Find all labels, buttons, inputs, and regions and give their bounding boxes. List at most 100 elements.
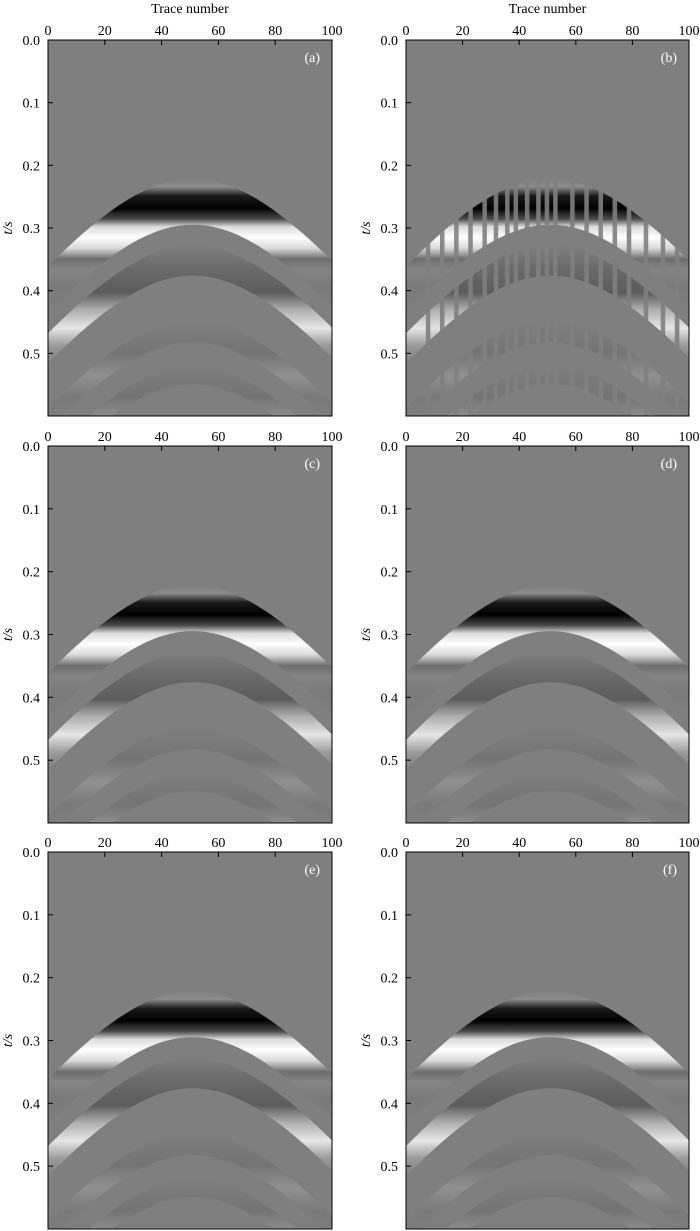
x-tick-label: 40	[155, 430, 169, 445]
x-tick-label: 100	[322, 24, 343, 39]
x-tick-label: 20	[456, 836, 470, 851]
y-tick-label: 0.4	[23, 1097, 41, 1112]
missing-trace	[468, 40, 473, 416]
panel-b: 0 20 40 60 80 100 0.0 0.1 0.2 0.3 0.4 0.5 t/s Trace n…	[359, 2, 700, 417]
y-axis-label: t/s	[1, 1033, 16, 1047]
panel-d: 0 20 40 60 80 100 0.0 0.1 0.2 0.3 0.4 0.5 t/s (d)	[359, 430, 700, 824]
x-tick-label: 60	[211, 836, 225, 851]
y-axis-label: t/s	[359, 627, 374, 641]
y-tick-label: 0.5	[23, 754, 41, 769]
missing-trace	[584, 40, 589, 416]
x-tick-label: 20	[98, 24, 112, 39]
x-tick-label: 60	[569, 430, 583, 445]
weak-reflection	[48, 727, 332, 823]
x-tick-label: 60	[211, 24, 225, 39]
missing-trace	[674, 40, 680, 416]
y-tick-label: 0.1	[381, 503, 399, 518]
x-tick-label: 0	[403, 24, 410, 39]
missing-trace	[553, 40, 558, 416]
missing-trace	[482, 40, 487, 416]
x-tick-label: 80	[268, 430, 282, 445]
missing-trace	[570, 40, 575, 416]
y-tick-label: 0.4	[23, 691, 41, 706]
x-tick-label: 0	[45, 24, 52, 39]
missing-trace	[598, 40, 603, 416]
x-tick-label: 80	[268, 836, 282, 851]
y-tick-label: 0.2	[23, 566, 41, 581]
x-tick-label: 0	[45, 430, 52, 445]
weak-reflection	[446, 773, 654, 823]
x-axis-label: Trace number	[509, 2, 587, 17]
panel-label: (a)	[304, 51, 320, 66]
x-tick-label: 60	[569, 836, 583, 851]
y-tick-label: 0.1	[23, 909, 41, 924]
missing-trace	[524, 40, 530, 416]
panel-label: (e)	[304, 863, 320, 878]
primary-reflection	[406, 991, 689, 1126]
y-tick-label: 0.0	[23, 34, 41, 49]
x-tick-label: 0	[403, 836, 410, 851]
y-tick-label: 0.5	[381, 347, 399, 362]
y-tick-label: 0.5	[23, 347, 41, 362]
x-tick-label: 40	[512, 430, 526, 445]
y-axis-label: t/s	[1, 221, 16, 235]
x-tick-label: 20	[456, 430, 470, 445]
primary-reflection	[48, 585, 332, 720]
y-tick-label: 0.2	[381, 566, 399, 581]
secondary-reflection	[48, 652, 332, 771]
x-tick-label: 60	[569, 24, 583, 39]
secondary-reflection	[406, 1058, 689, 1177]
y-tick-label: 0.4	[381, 285, 399, 300]
weak-reflection	[446, 366, 655, 416]
primary-reflection	[48, 991, 332, 1126]
primary-reflection	[406, 585, 689, 720]
y-tick-label: 0.3	[381, 629, 399, 644]
missing-trace	[505, 40, 510, 416]
missing-trace	[544, 40, 550, 416]
missing-trace	[660, 40, 666, 416]
secondary-reflection	[48, 245, 332, 364]
x-tick-label: 100	[679, 836, 700, 851]
x-tick-label: 100	[322, 430, 343, 445]
y-tick-label: 0.4	[381, 691, 399, 706]
x-tick-label: 60	[211, 430, 225, 445]
x-tick-label: 0	[403, 430, 410, 445]
x-tick-label: 80	[625, 836, 639, 851]
x-axis-label: Trace number	[151, 2, 229, 17]
weak-reflection	[48, 320, 332, 416]
y-tick-label: 0.3	[381, 1035, 399, 1050]
secondary-reflection	[406, 245, 689, 364]
x-tick-label: 80	[268, 24, 282, 39]
primary-reflection	[406, 178, 689, 313]
x-tick-label: 80	[625, 430, 639, 445]
y-tick-label: 0.2	[23, 972, 41, 987]
x-tick-label: 20	[98, 430, 112, 445]
panel-f: 0 20 40 60 80 100 0.0 0.1 0.2 0.3 0.4 0.5 t/s (f)	[359, 836, 700, 1230]
missing-trace	[513, 40, 519, 416]
y-tick-label: 0.2	[381, 972, 399, 987]
secondary-reflection	[406, 652, 689, 771]
y-tick-label: 0.3	[23, 1035, 41, 1050]
x-tick-label: 20	[456, 24, 470, 39]
weak-reflection	[406, 1133, 689, 1229]
y-tick-label: 0.3	[23, 629, 41, 644]
y-tick-label: 0.3	[381, 222, 399, 237]
y-tick-label: 0.0	[381, 440, 399, 455]
panel-label: (d)	[661, 457, 678, 472]
x-tick-label: 40	[155, 24, 169, 39]
missing-trace	[612, 40, 618, 416]
weak-reflection	[48, 1133, 332, 1229]
y-tick-label: 0.2	[23, 159, 41, 174]
x-tick-label: 100	[679, 430, 700, 445]
missing-trace	[536, 40, 541, 416]
panel-e: 0 20 40 60 80 100 0.0 0.1 0.2 0.3 0.4 0.5 t/s (e)	[1, 836, 343, 1230]
x-tick-label: 0	[45, 836, 52, 851]
weak-reflection	[88, 366, 297, 416]
y-tick-label: 0.1	[23, 503, 41, 518]
missing-trace	[643, 40, 649, 416]
panel-label: (b)	[661, 51, 678, 66]
y-tick-label: 0.0	[23, 440, 41, 455]
missing-trace	[626, 40, 632, 416]
primary-reflection	[48, 178, 332, 313]
